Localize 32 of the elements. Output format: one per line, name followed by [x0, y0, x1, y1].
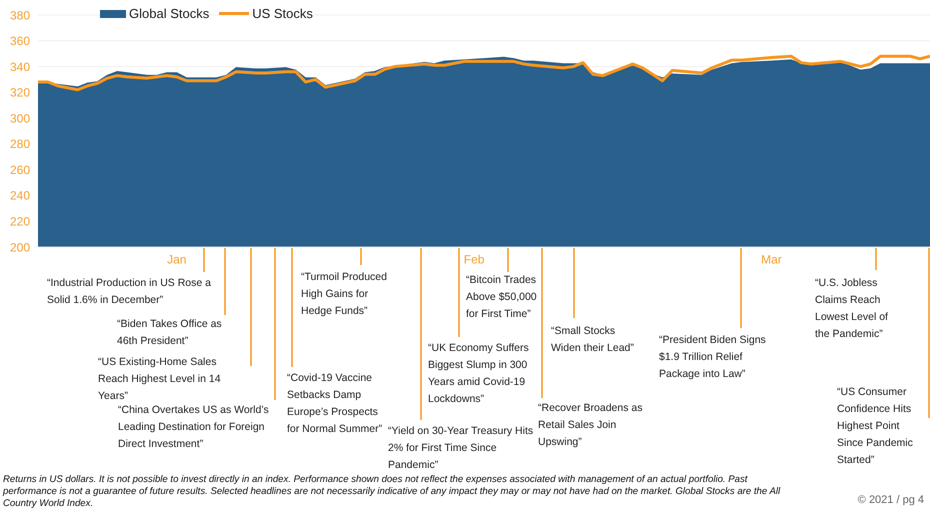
text: “UK Economy Suffers Biggest Slump in 300 Years amid Covid-19 Lockdowns”	[428, 342, 529, 405]
text: “U.S. Jobless Claims Reach Lowest Level of the Pandemic”	[815, 276, 889, 342]
text: “Covid-19 Vaccine Setbacks Damp Europe’s Prospects for Normal Summer”	[287, 371, 384, 437]
text: “US Existing-Home Sales Reach Highest Level in 14 Years”	[98, 355, 222, 404]
y-tick-label: 320	[10, 86, 30, 100]
x-tick-label: Jan	[167, 252, 186, 267]
text: “Turmoil Produced High Gains for Hedge Funds”	[301, 270, 388, 319]
text: Returns in US dollars. It is not possible to invest directly in an index. Performance shown does not reflect the expenses associated with management of an actual portfolio. Past performance is not a guarantee of future results. Selected headlines are not necessarily indicative of any impact they may or may not have had on the market. Global Stocks are the All Country World Index.	[3, 474, 782, 510]
text: “Bitcoin Trades Above $50,000 for First Time”	[466, 273, 538, 322]
text: “Recover Broadens as Retail Sales Join Upswing”	[538, 401, 643, 450]
text: “China Overtakes US as World’s Leading Destination for Foreign Direct Investment”	[118, 404, 269, 450]
text: “Small Stocks Widen their Lead”	[551, 324, 635, 356]
legend-label: Global Stocks	[129, 6, 210, 21]
text: © 2021 / pg 4	[858, 494, 924, 506]
y-tick-label: 200	[10, 240, 30, 254]
y-tick-label: 240	[10, 188, 30, 203]
y-tick-label: 220	[10, 214, 30, 228]
y-tick-label: 340	[10, 60, 30, 74]
x-tick-label: Mar	[761, 252, 782, 267]
y-tick-label: 360	[10, 34, 30, 48]
y-tick-label: 380	[10, 8, 30, 22]
y-tick-label: 300	[10, 111, 30, 126]
text: “President Biden Signs $1.9 Trillion Relief Package into Law”	[659, 333, 767, 382]
text: “Yield on 30-Year Treasury Hits 2% for First Time Since Pandemic”	[388, 424, 534, 473]
y-tick-label: 280	[10, 137, 30, 152]
text: “Biden Takes Office as 46th President”	[117, 317, 223, 349]
legend-label: US Stocks	[252, 6, 313, 21]
x-tick-label: Feb	[464, 252, 485, 267]
line-series	[38, 54, 930, 92]
y-tick-label: 260	[10, 162, 30, 177]
text: “US Consumer Confidence Hits Highest Point Since Pandemic Started”	[837, 385, 914, 468]
text: “Industrial Production in US Rose a Solid 1.6% in December”	[47, 276, 212, 308]
